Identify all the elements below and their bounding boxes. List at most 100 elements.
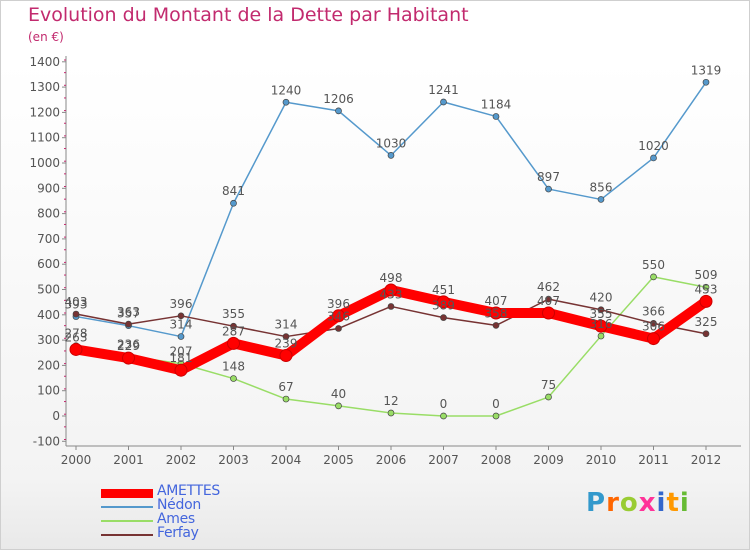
data-label: 12 [383,394,398,408]
y-tick-label: 1300 [29,80,60,94]
data-label: 1184 [481,97,512,111]
y-tick-label: 200 [37,358,60,372]
data-label: 1319 [691,63,722,77]
data-label: 462 [537,280,560,294]
y-tick-label: 1400 [29,55,60,69]
data-label: 389 [432,299,455,313]
data-point [702,330,710,338]
data-label: 0 [440,397,448,411]
y-tick-label: 900 [37,181,60,195]
x-tick-label: 2003 [218,453,249,467]
data-label: 67 [278,380,293,394]
x-tick-label: 2010 [586,453,617,467]
data-point [650,320,657,327]
data-label: 509 [695,268,718,282]
data-point [647,332,660,346]
data-label: 433 [380,287,403,301]
data-point [384,283,398,297]
data-label: 239 [275,337,298,351]
legend-swatch [101,534,153,536]
data-point [387,152,395,159]
data-label: 278 [65,327,88,341]
brand-logo: Proxiti [586,488,690,518]
data-point [545,295,552,303]
y-tick-label: 800 [37,207,60,221]
data-label: 346 [327,309,350,323]
x-tick-label: 2005 [323,453,354,467]
y-tick-label: 1000 [29,156,60,170]
data-point [594,319,608,333]
data-point [72,310,80,318]
data-label: 403 [65,295,88,309]
data-label: 355 [590,307,613,321]
data-label: 306 [642,320,665,334]
x-tick-label: 2001 [113,453,144,467]
data-label: 325 [695,315,718,329]
data-label: 314 [275,318,298,332]
chart-title: Evolution du Montant de la Dette par Hab… [28,4,469,26]
legend-label: AMETTES [157,483,220,499]
data-point [440,412,447,420]
data-point [440,314,447,321]
y-tick-label: -100 [33,434,60,448]
data-point [332,309,345,323]
data-label: 396 [170,297,193,311]
data-label: 856 [590,180,613,194]
data-point [177,333,185,340]
x-tick-label: 2006 [376,453,407,467]
legend-label: Ames [157,511,195,527]
data-point [702,283,710,291]
data-point [279,349,293,363]
data-point [335,402,342,410]
data-label: 453 [695,282,718,296]
data-label: 897 [537,170,560,184]
data-point [597,306,605,314]
data-point [597,196,605,203]
data-point [492,113,500,120]
data-point [177,312,185,320]
data-label: 396 [327,297,350,311]
data-point [440,98,447,106]
data-label: 366 [642,304,665,318]
data-label: 181 [170,351,193,365]
data-label: 550 [642,258,665,272]
data-point [230,375,237,382]
data-label: 263 [65,330,88,344]
data-point [702,78,710,86]
x-tick-label: 2002 [166,453,197,467]
data-point [387,409,395,417]
data-point [335,325,342,332]
data-label: 1206 [323,92,354,106]
x-tick-label: 2011 [638,453,669,467]
data-label: 207 [170,345,193,359]
data-point [335,107,342,115]
y-tick-label: 600 [37,257,60,271]
data-label: 287 [222,324,245,338]
data-point [597,332,605,340]
data-point [125,320,132,328]
data-point [650,273,657,281]
data-label: 1241 [428,83,459,97]
data-label: 393 [65,298,88,312]
data-point [230,322,237,330]
chart-subtitle: (en €) [28,30,64,44]
data-point [492,412,500,420]
data-point [492,322,500,329]
x-tick-label: 2000 [61,453,92,467]
data-label: 236 [117,337,140,351]
data-point [489,306,503,320]
data-label: 314 [170,318,193,332]
x-tick-label: 2008 [481,453,512,467]
y-tick-label: 500 [37,283,60,297]
y-tick-label: 100 [37,384,60,398]
y-tick-label: 1100 [29,131,60,145]
y-tick-label: 700 [37,232,60,246]
data-label: 229 [117,339,140,353]
data-point [437,295,450,309]
y-tick-label: 300 [37,333,60,347]
data-point [230,199,237,207]
data-label: 1030 [376,136,407,150]
x-tick-label: 2004 [271,453,302,467]
data-point [69,342,83,356]
